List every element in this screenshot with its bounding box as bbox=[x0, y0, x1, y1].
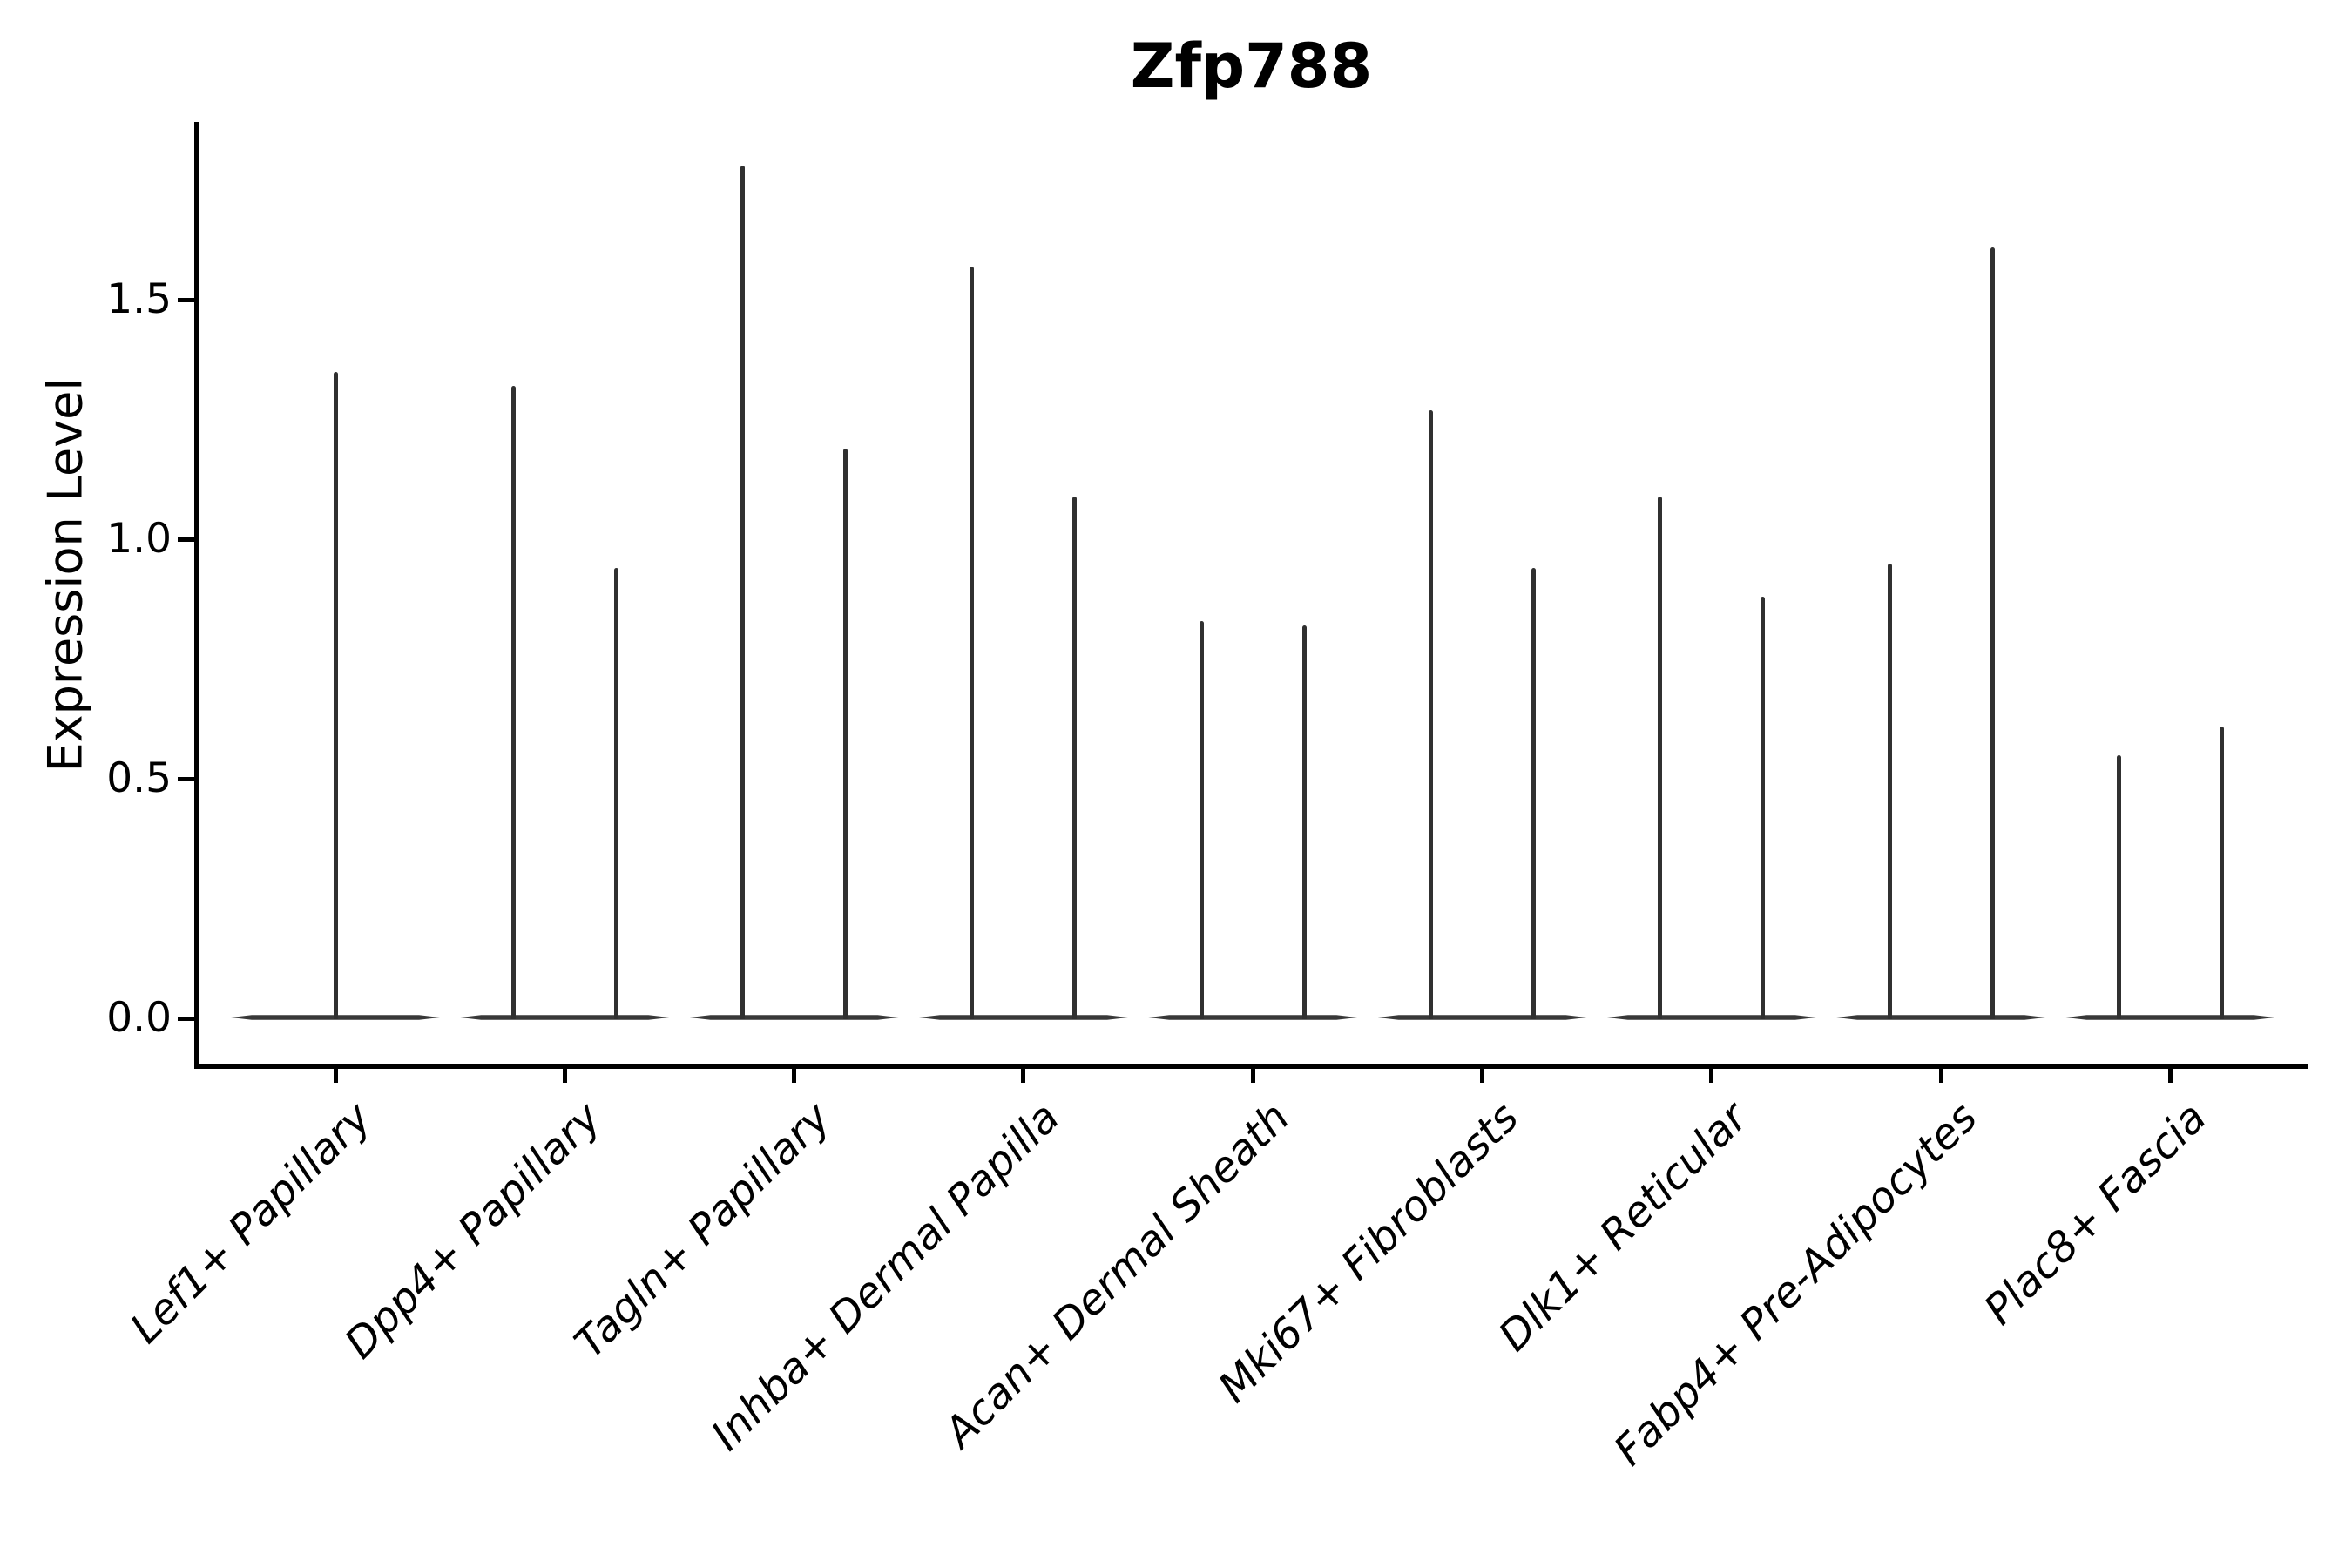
x-tick-mark bbox=[1250, 1069, 1255, 1083]
x-tick-mark bbox=[1021, 1069, 1026, 1083]
x-tick-mark bbox=[1709, 1069, 1714, 1083]
x-tick-label-anchor: Inhba+ Dermal Papilla bbox=[253, 1093, 1069, 1460]
violin-spike bbox=[613, 568, 618, 1019]
violin-spike bbox=[510, 386, 516, 1019]
x-tick-mark bbox=[792, 1069, 797, 1083]
x-tick-mark bbox=[562, 1069, 567, 1083]
violin-base bbox=[689, 1015, 899, 1020]
violin-base bbox=[2065, 1015, 2275, 1020]
x-tick-label: Plac8+ Fascia bbox=[1975, 1092, 2216, 1335]
y-tick-mark bbox=[178, 1016, 194, 1021]
x-tick-mark bbox=[333, 1069, 338, 1083]
x-tick-label-anchor: Lef1+ Papillary bbox=[0, 1093, 381, 1353]
y-tick-label: 1.5 bbox=[106, 275, 172, 323]
x-tick-label: Fabp4+ Pre-Adipocytes bbox=[1605, 1092, 1987, 1476]
x-tick-label-anchor: Tagln+ Papillary bbox=[24, 1093, 840, 1368]
violin-spike bbox=[2116, 754, 2121, 1019]
violin-spike bbox=[333, 371, 338, 1019]
y-tick-mark bbox=[178, 776, 194, 781]
y-tick-label: 0.0 bbox=[106, 994, 172, 1042]
x-tick-mark bbox=[1480, 1069, 1484, 1083]
violin-spike bbox=[1429, 409, 1433, 1019]
x-tick-label-anchor: Acan+ Dermal Sheath bbox=[482, 1093, 1299, 1457]
x-tick-label: Lef1+ Papillary bbox=[121, 1092, 382, 1353]
x-tick-label: Dpp4+ Papillary bbox=[335, 1092, 611, 1369]
x-tick-label: Dlk1+ Reticular bbox=[1490, 1092, 1758, 1362]
violin-base bbox=[1377, 1015, 1587, 1020]
x-tick-label: Mki67+ Fibroblasts bbox=[1208, 1092, 1528, 1412]
violin-spike bbox=[1301, 625, 1307, 1019]
x-tick-label-anchor: Dpp4+ Papillary bbox=[0, 1093, 611, 1369]
violin-spike bbox=[1761, 597, 1766, 1019]
violin-base bbox=[1148, 1015, 1358, 1020]
y-tick-mark bbox=[178, 537, 194, 542]
y-axis-label: Expression Level bbox=[37, 377, 93, 773]
plot-title: Zfp788 bbox=[1130, 30, 1373, 102]
x-tick-label: Inhba+ Dermal Papilla bbox=[702, 1092, 1070, 1461]
x-tick-label: Acan+ Dermal Sheath bbox=[935, 1092, 1299, 1457]
y-tick-label: 0.5 bbox=[106, 754, 172, 802]
x-tick-label: Tagln+ Papillary bbox=[564, 1092, 841, 1369]
violin-spike bbox=[740, 166, 746, 1019]
x-tick-label-anchor: Dlk1+ Reticular bbox=[941, 1093, 1757, 1361]
violin-base bbox=[1606, 1015, 1816, 1020]
violin-base bbox=[918, 1015, 1128, 1020]
violin-spike bbox=[970, 266, 975, 1019]
x-tick-label-anchor: Plac8+ Fascia bbox=[1399, 1093, 2216, 1335]
violin-spike bbox=[2219, 726, 2224, 1019]
x-tick-label-anchor: Mki67+ Fibroblasts bbox=[712, 1093, 1528, 1412]
violin-spike bbox=[1531, 568, 1536, 1019]
violin-spike bbox=[1990, 247, 1995, 1019]
x-tick-mark bbox=[1938, 1069, 1943, 1083]
violin-base bbox=[1836, 1015, 2046, 1020]
violin-spike bbox=[1658, 496, 1663, 1019]
y-tick-label: 1.0 bbox=[106, 515, 172, 563]
violin-spike bbox=[1072, 496, 1078, 1019]
axes-frame bbox=[194, 122, 2308, 1069]
x-tick-mark bbox=[2167, 1069, 2173, 1083]
violin-base bbox=[460, 1015, 670, 1020]
violin-spike bbox=[1199, 620, 1204, 1019]
x-tick-label-anchor: Fabp4+ Pre-Adipocytes bbox=[1170, 1093, 1987, 1476]
violin-spike bbox=[843, 448, 848, 1019]
violin-spike bbox=[1887, 563, 1892, 1019]
y-tick-mark bbox=[178, 297, 194, 302]
